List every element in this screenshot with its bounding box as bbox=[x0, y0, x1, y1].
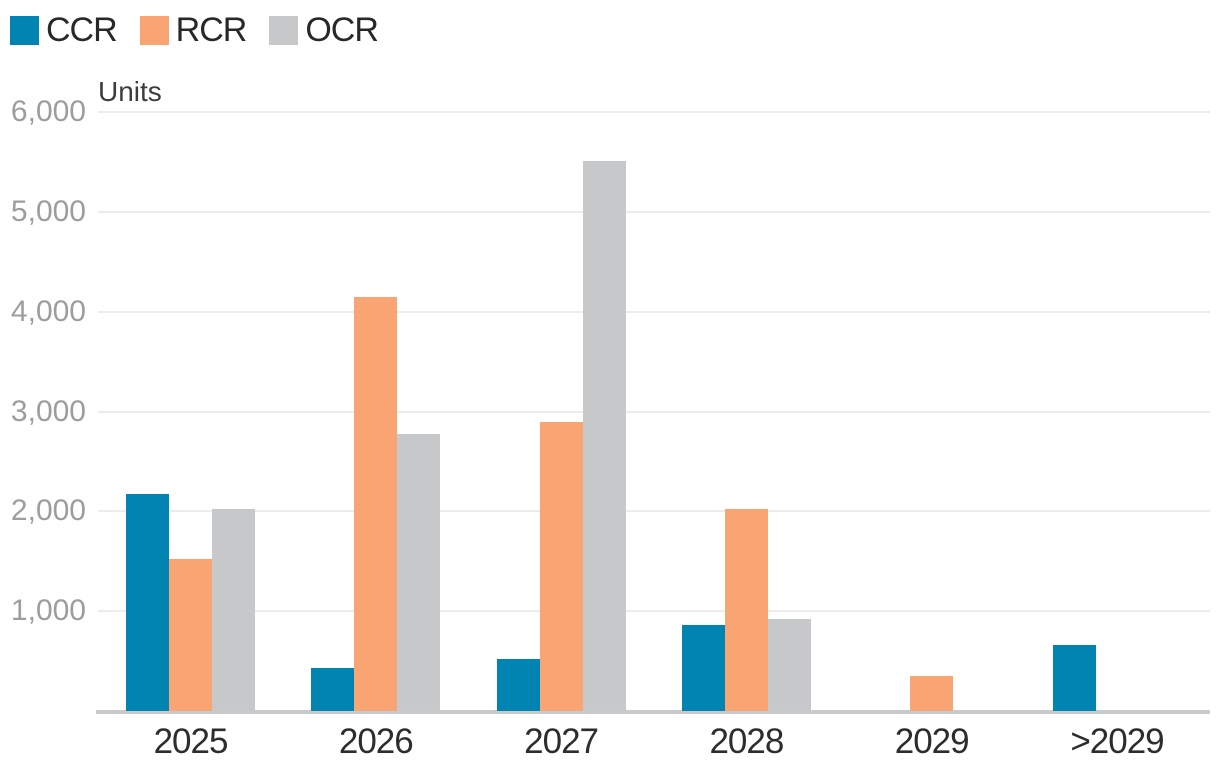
gridline-6000 bbox=[98, 111, 1210, 113]
gridline-3000 bbox=[98, 410, 1210, 413]
bar-ccr-2028 bbox=[681, 625, 725, 711]
x-label-2029: 2029 bbox=[894, 722, 970, 761]
y-tick-label-5000: 5,000 bbox=[10, 194, 86, 228]
legend-label-ocr: OCR bbox=[305, 11, 379, 49]
legend-swatch-ccr bbox=[10, 16, 39, 45]
legend-item-ocr: OCR bbox=[269, 11, 379, 49]
y-tick-label-4000: 4,000 bbox=[10, 294, 86, 328]
gridline-2000 bbox=[98, 510, 1210, 513]
gridline-5000 bbox=[98, 210, 1210, 213]
x-label-2028: 2028 bbox=[709, 722, 784, 761]
bar-ocr-2027 bbox=[582, 160, 626, 711]
bar-rcr-2025 bbox=[169, 559, 212, 711]
legend-item-rcr: RCR bbox=[139, 11, 248, 49]
bar-ocr-2025 bbox=[212, 508, 255, 711]
bar-ccr-2025 bbox=[126, 493, 169, 711]
x-label-2026: 2026 bbox=[338, 722, 414, 761]
legend-label-rcr: RCR bbox=[175, 11, 248, 49]
legend: CCR RCR OCR bbox=[10, 11, 401, 49]
bar-ocr-2028 bbox=[767, 619, 811, 711]
legend-swatch-ocr bbox=[269, 16, 299, 45]
x-label-2027: 2027 bbox=[524, 722, 599, 761]
gridline-1000 bbox=[98, 610, 1210, 613]
y-tick-label-3000: 3,000 bbox=[10, 394, 86, 428]
bar-rcr-2027 bbox=[539, 422, 583, 711]
bar-ocr-2026 bbox=[397, 434, 441, 711]
bar-ccr-gt2029 bbox=[1052, 645, 1096, 711]
y-tick-label-2000: 2,000 bbox=[10, 494, 86, 528]
bar-ccr-2027 bbox=[496, 659, 540, 711]
x-label-gt2029: >2029 bbox=[1070, 722, 1164, 761]
y-tick-label-1000: 1,000 bbox=[10, 594, 86, 628]
x-axis-baseline bbox=[96, 710, 1210, 714]
bar-rcr-2029 bbox=[910, 676, 954, 711]
legend-swatch-rcr bbox=[139, 16, 169, 45]
x-label-2025: 2025 bbox=[153, 722, 229, 761]
bar-ccr-2026 bbox=[311, 668, 355, 711]
bar-rcr-2028 bbox=[724, 508, 768, 711]
bar-rcr-2026 bbox=[354, 296, 398, 711]
legend-label-ccr: CCR bbox=[46, 11, 118, 49]
y-axis-title: Units bbox=[98, 76, 162, 107]
gridline-4000 bbox=[98, 310, 1210, 313]
y-tick-label-6000: 6,000 bbox=[10, 95, 86, 128]
legend-item-ccr: CCR bbox=[10, 11, 118, 49]
